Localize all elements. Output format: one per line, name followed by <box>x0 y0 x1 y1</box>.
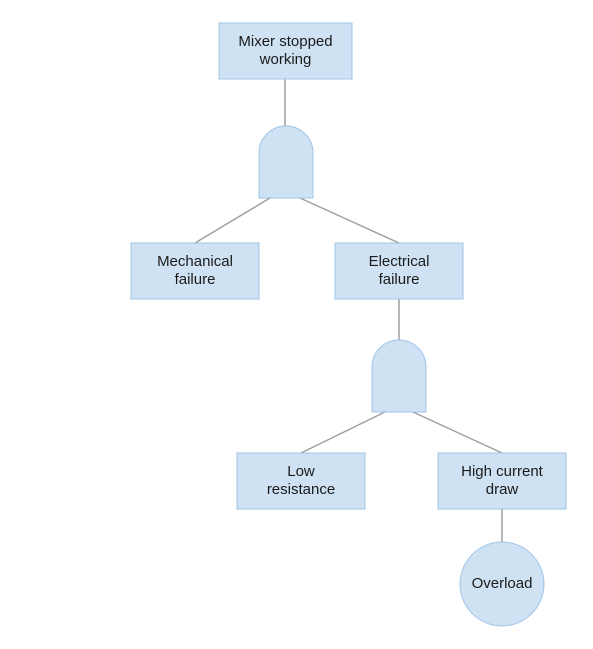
node-gate2 <box>372 340 426 412</box>
node-root: Mixer stoppedworking <box>219 23 352 79</box>
gate-shape-gate2 <box>372 340 426 412</box>
node-mech: Mechanicalfailure <box>131 243 259 299</box>
node-highcur: High currentdraw <box>438 453 566 509</box>
node-label-lowres-1: resistance <box>267 481 335 498</box>
gate-shape-gate1 <box>259 126 313 198</box>
node-label-highcur-1: draw <box>486 481 519 498</box>
node-label-highcur-0: High current <box>461 463 544 480</box>
node-label-mech-1: failure <box>175 271 216 288</box>
node-label-root-1: working <box>259 51 312 68</box>
fault-tree-diagram: Mixer stoppedworkingMechanicalfailureEle… <box>0 0 593 649</box>
node-label-elec-0: Electrical <box>369 253 430 270</box>
node-overload: Overload <box>460 542 544 626</box>
node-label-overload-0: Overload <box>472 575 533 592</box>
node-lowres: Lowresistance <box>237 453 365 509</box>
node-gate1 <box>259 126 313 198</box>
node-label-lowres-0: Low <box>287 463 315 480</box>
node-label-root-0: Mixer stopped <box>238 33 332 50</box>
node-elec: Electricalfailure <box>335 243 463 299</box>
node-label-mech-0: Mechanical <box>157 253 233 270</box>
node-label-elec-1: failure <box>379 271 420 288</box>
